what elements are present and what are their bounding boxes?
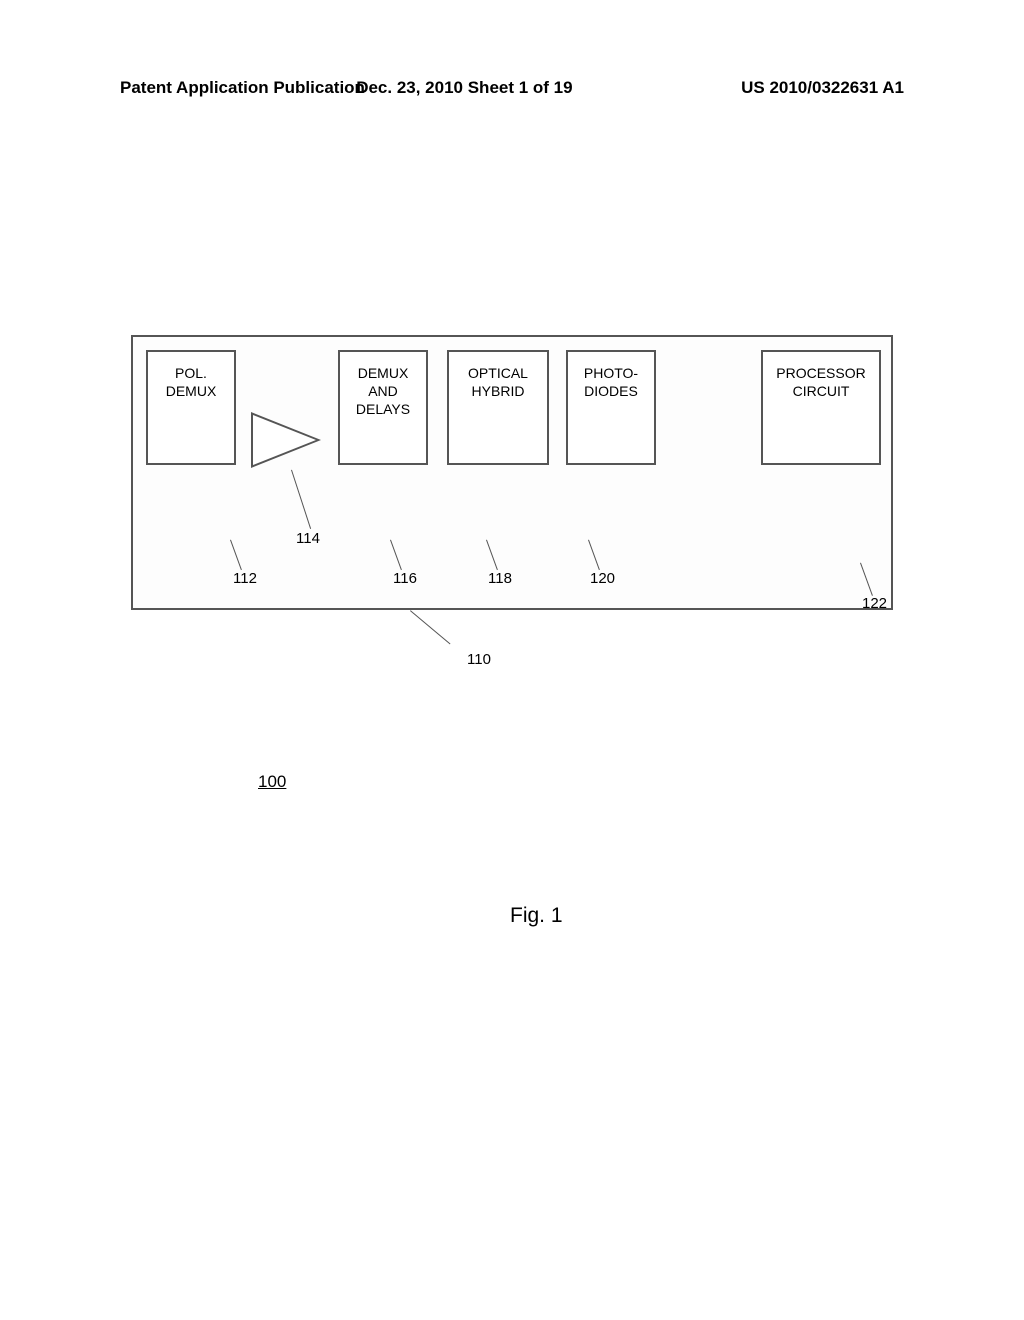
diagram-frame: POL. DEMUX DEMUX AND DELAYS OPTICAL HYBR… [131,335,893,610]
ref-label-100: 100 [258,772,286,792]
ref-label-122: 122 [862,595,887,612]
leader-line [410,610,450,644]
ref-label-118: 118 [488,570,512,587]
block-text-line: DIODES [584,382,638,400]
block-text-line: CIRCUIT [793,382,850,400]
ref-label-114: 114 [296,530,320,547]
block-processor-circuit: PROCESSOR CIRCUIT [761,350,881,465]
block-text-line: PROCESSOR [776,364,865,382]
block-text-line: DEMUX [358,364,409,382]
header-publication-number: US 2010/0322631 A1 [741,78,904,98]
figure-caption: Fig. 1 [510,904,563,928]
block-pol-demux: POL. DEMUX [146,350,236,465]
ref-label-120: 120 [590,570,615,587]
header-date-sheet: Dec. 23, 2010 Sheet 1 of 19 [356,78,572,98]
block-optical-hybrid: OPTICAL HYBRID [447,350,549,465]
block-text-line: AND [368,382,398,400]
block-text-line: OPTICAL [468,364,528,382]
page-header: Patent Application Publication Dec. 23, … [0,78,1024,98]
block-text-line: DELAYS [356,400,410,418]
ref-label-116: 116 [393,570,417,587]
block-text-line: POL. [175,364,207,382]
block-text-line: HYBRID [472,382,525,400]
block-text-line: PHOTO- [584,364,638,382]
block-demux-and-delays: DEMUX AND DELAYS [338,350,428,465]
header-publication-type: Patent Application Publication [120,78,365,98]
ref-label-110: 110 [467,651,491,668]
block-photo-diodes: PHOTO- DIODES [566,350,656,465]
ref-label-112: 112 [233,570,257,587]
block-text-line: DEMUX [166,382,217,400]
amplifier-triangle-fill [253,415,316,465]
